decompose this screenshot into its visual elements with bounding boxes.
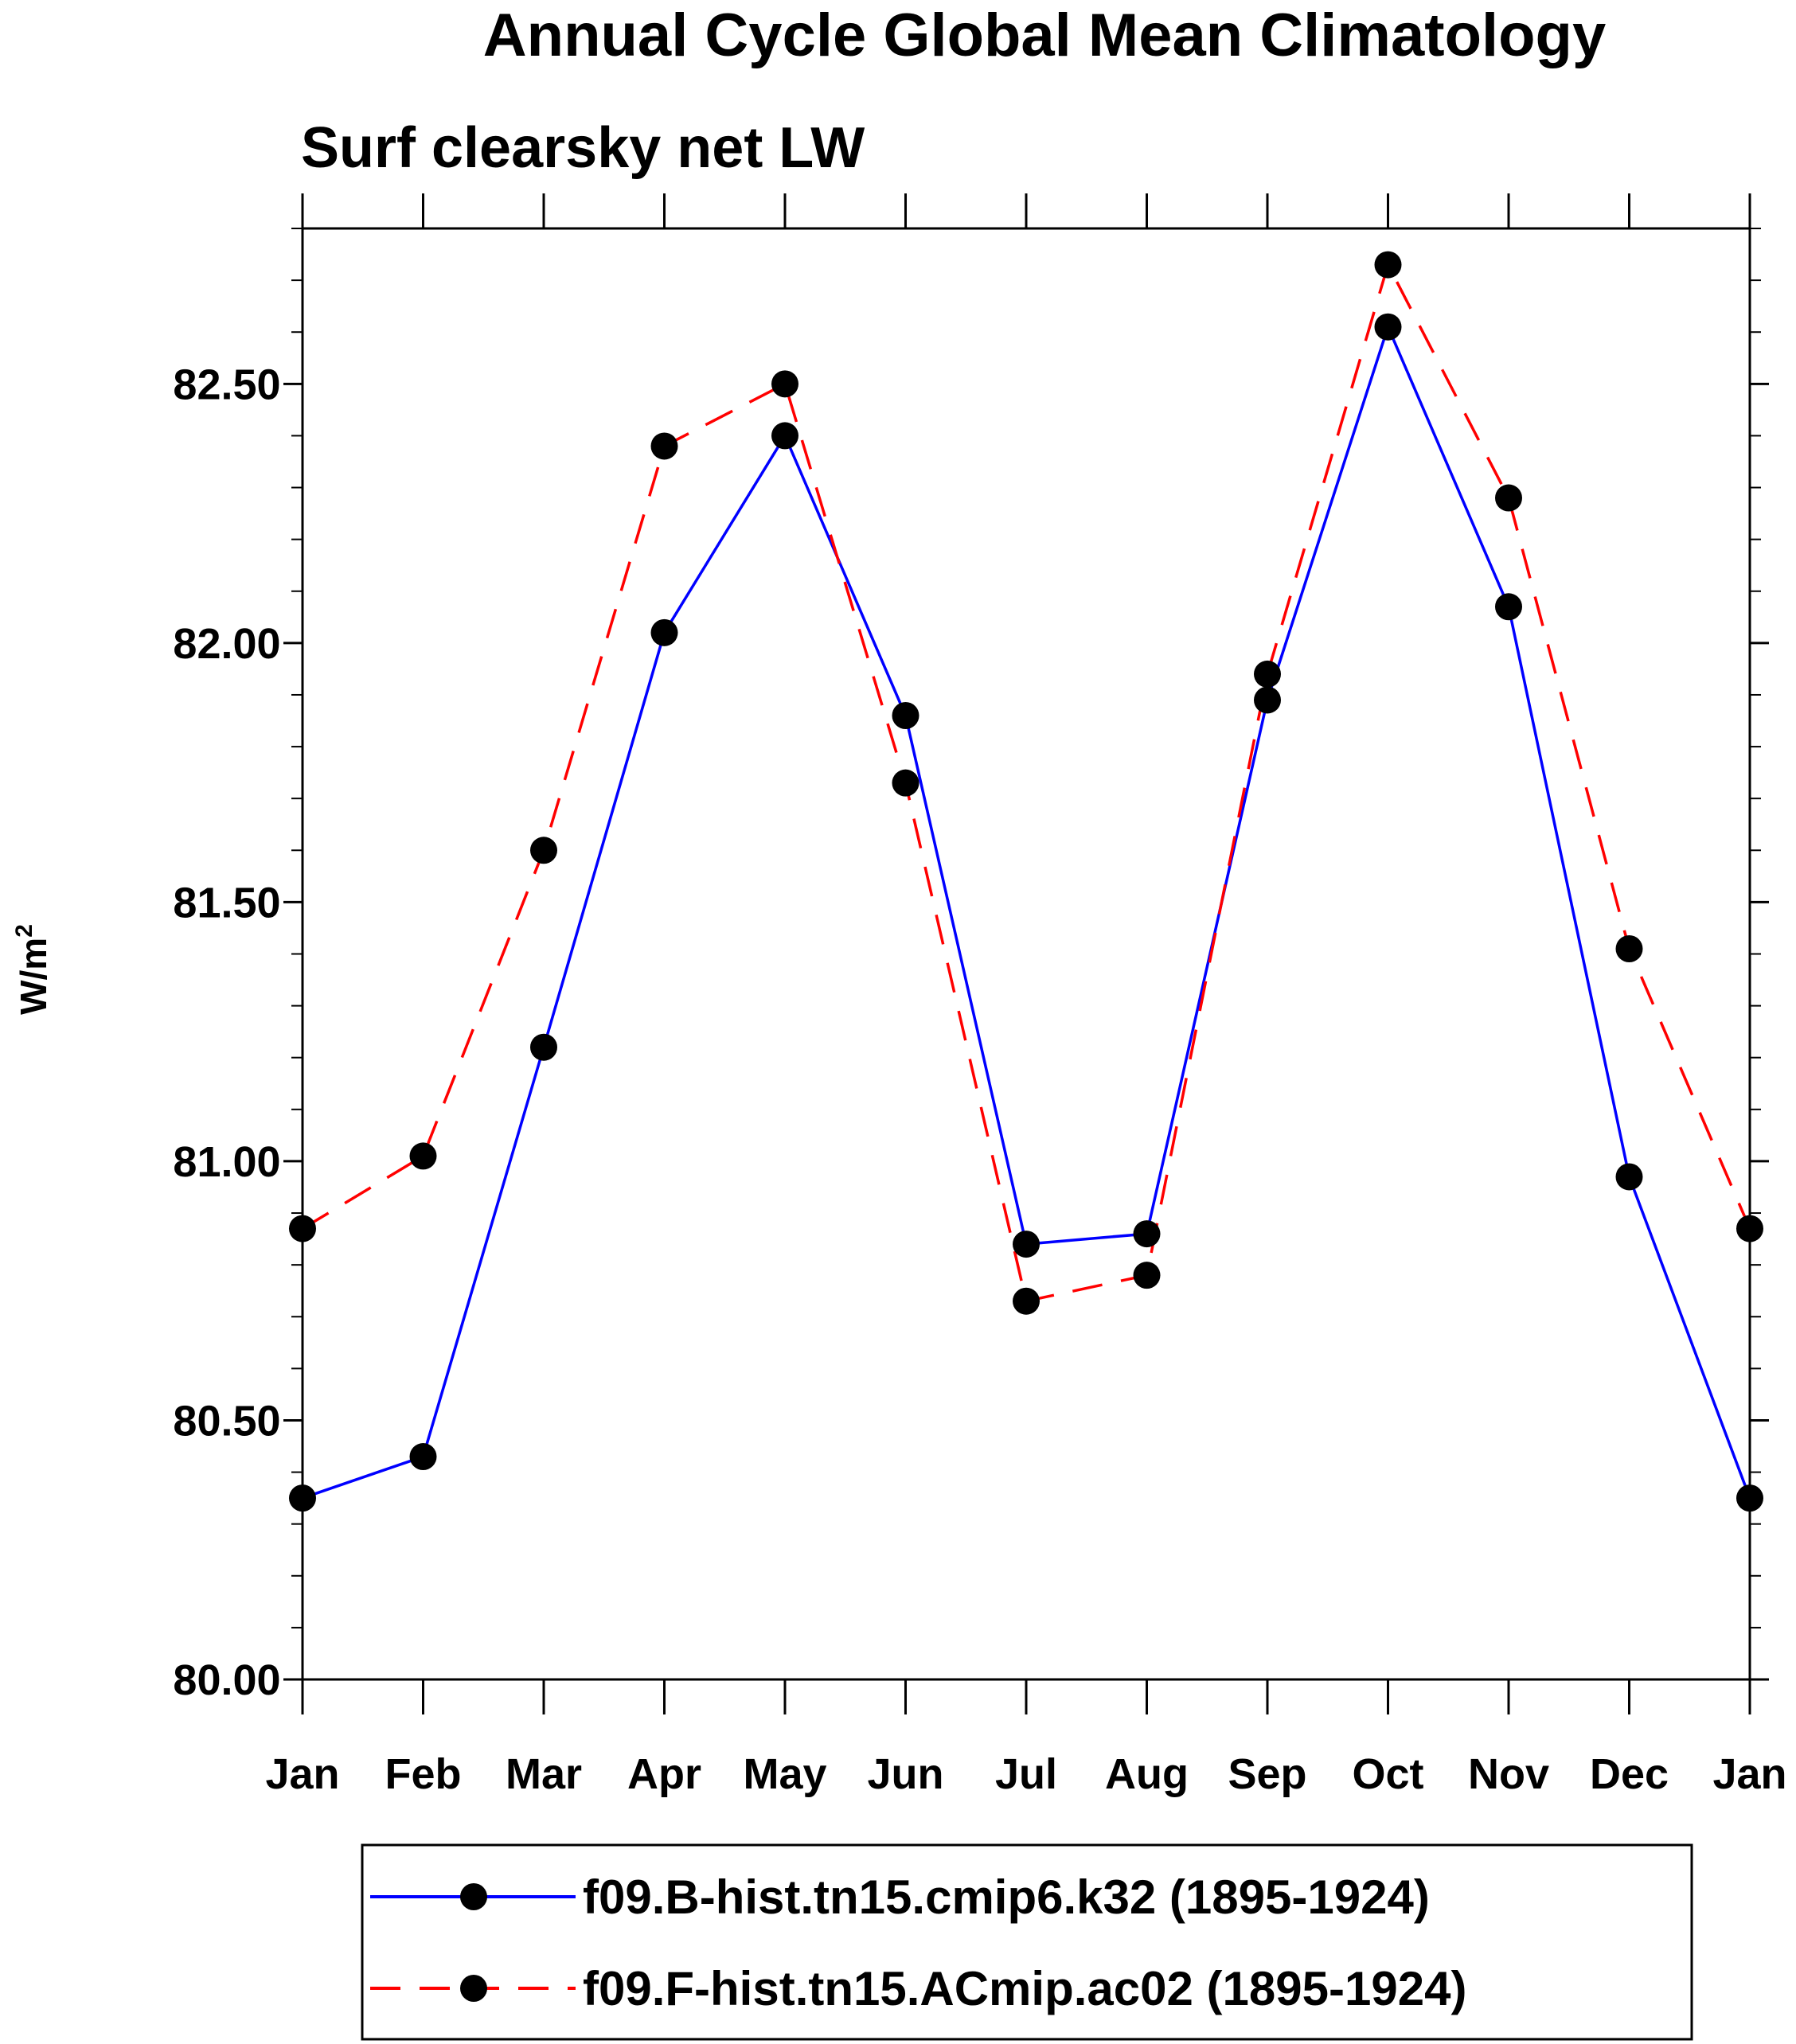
- x-tick-label: Jan: [265, 1750, 339, 1798]
- series-markers: [289, 251, 1763, 1512]
- plot-frame: [301, 227, 1751, 1681]
- series-2-point: [1615, 934, 1643, 962]
- x-tick-label: Jul: [995, 1750, 1057, 1798]
- series-2-point: [1133, 1262, 1161, 1289]
- y-tick-label: 82.00: [173, 620, 280, 668]
- x-tick-label: Feb: [385, 1750, 461, 1798]
- y-axis-label-unit: W/m: [13, 938, 54, 1015]
- y-tick-label: 82.50: [173, 361, 280, 408]
- x-tick-label: Apr: [627, 1750, 701, 1798]
- x-tick-label: Aug: [1105, 1750, 1189, 1798]
- y-tick-label: 81.50: [173, 879, 280, 926]
- legend: f09.B-hist.tn15.cmip6.k32 (1895-1924) f0…: [361, 1843, 1693, 2041]
- x-tick-label: Sep: [1228, 1750, 1306, 1798]
- series-1-point: [650, 618, 678, 646]
- series-1-point: [409, 1443, 437, 1471]
- series-1-point: [1736, 1484, 1763, 1512]
- x-tick-label: May: [743, 1750, 826, 1798]
- legend-label-series-2: f09.F-hist.tn15.ACmip.ac02 (1895-1924): [583, 1962, 1466, 2015]
- x-tick-label: Oct: [1352, 1750, 1423, 1798]
- series-1-point: [1133, 1220, 1161, 1248]
- series-2-point: [1495, 484, 1522, 512]
- series-1-point: [1495, 593, 1522, 621]
- svg-text:W/m2: W/m2: [11, 924, 54, 1015]
- legend-marker-series-1: [460, 1883, 487, 1910]
- x-tick-label: Mar: [506, 1750, 582, 1798]
- x-tick-label: Jun: [867, 1750, 943, 1798]
- y-axis-label: W/m2: [11, 924, 54, 1015]
- x-tick-label: Dec: [1590, 1750, 1669, 1798]
- series-2-point: [892, 769, 919, 797]
- axis-ticks: [283, 193, 1769, 1714]
- series-2-point: [1013, 1287, 1040, 1315]
- chart-title: Annual Cycle Global Mean Climatology: [483, 2, 1606, 69]
- y-tick-label: 80.00: [173, 1656, 280, 1704]
- x-tick-labels: Jan Feb Mar Apr May Jun Jul Aug Sep Oct Nov Dec Jan: [265, 1750, 1786, 1798]
- series-2-point: [409, 1142, 437, 1170]
- series-2-point: [1254, 660, 1281, 688]
- series-1-point: [530, 1033, 557, 1061]
- x-tick-label: Jan: [1712, 1750, 1786, 1798]
- legend-label-series-1: f09.B-hist.tn15.cmip6.k32 (1895-1924): [583, 1870, 1430, 1924]
- series-1-point: [1615, 1163, 1643, 1191]
- series-1-point: [892, 702, 919, 730]
- series-2-point: [1374, 251, 1402, 279]
- series-1-point: [289, 1484, 316, 1512]
- legend-marker-series-2: [460, 1975, 487, 2002]
- y-tick-labels: 80.00 80.50 81.00 81.50 82.00 82.50: [173, 361, 280, 1704]
- series-1-point: [1013, 1231, 1040, 1258]
- series-1-point: [1254, 686, 1281, 714]
- series-2-point: [771, 370, 798, 398]
- chart-subtitle: Surf clearsky net LW: [301, 116, 865, 180]
- x-tick-label: Nov: [1468, 1750, 1549, 1798]
- series-2-point: [289, 1215, 316, 1242]
- series-2-point: [1736, 1215, 1763, 1242]
- y-axis-label-exponent: 2: [11, 924, 37, 938]
- series-2-point: [530, 837, 557, 864]
- legend-box: [361, 1843, 1693, 2041]
- y-tick-label: 80.50: [173, 1397, 280, 1445]
- series-1-point: [1374, 313, 1402, 341]
- series-1-point: [771, 422, 798, 450]
- y-tick-label: 81.00: [173, 1138, 280, 1186]
- series-line-2: [302, 263, 1751, 1303]
- series-2-point: [650, 432, 678, 460]
